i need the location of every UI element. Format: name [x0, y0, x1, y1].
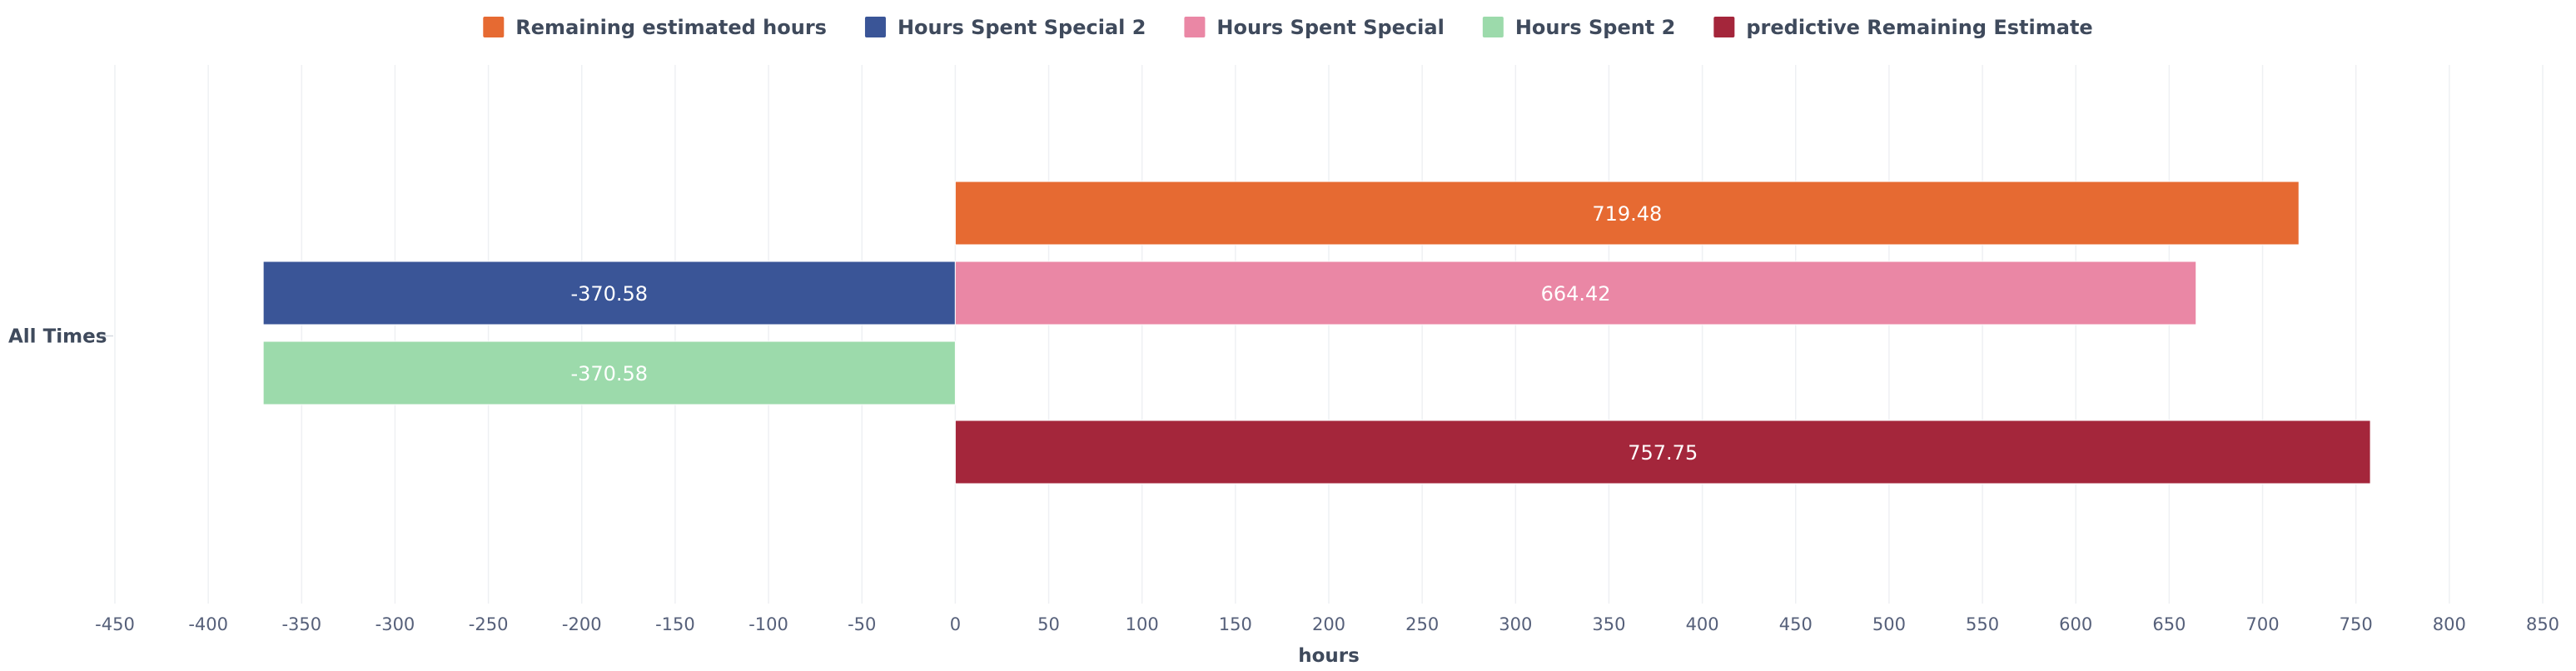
- x-tick-label: -450: [95, 614, 135, 634]
- legend: Remaining estimated hours Hours Spent Spe…: [483, 16, 2093, 39]
- x-tick-label: 500: [1872, 614, 1906, 634]
- x-tick-label: 850: [2526, 614, 2559, 634]
- legend-item[interactable]: Hours Spent 2: [1482, 16, 1676, 39]
- legend-item[interactable]: Hours Spent Special: [1184, 16, 1445, 39]
- x-tick-label: 200: [1312, 614, 1345, 634]
- x-tick-label: 400: [1686, 614, 1719, 634]
- legend-item[interactable]: Remaining estimated hours: [483, 16, 827, 39]
- x-tick-label: -300: [375, 614, 415, 634]
- legend-label: Hours Spent Special 2: [898, 16, 1146, 39]
- x-tick-label: 150: [1219, 614, 1252, 634]
- bar-value-label: 664.42: [1541, 282, 1611, 306]
- x-tick-label: 750: [2340, 614, 2373, 634]
- bar[interactable]: [262, 340, 956, 405]
- legend-swatch: [864, 17, 886, 37]
- x-tick-label: 0: [950, 614, 961, 634]
- x-tick-label: -200: [562, 614, 602, 634]
- x-tick-label: -350: [281, 614, 321, 634]
- bar[interactable]: [954, 181, 2300, 246]
- legend-label: Hours Spent Special: [1216, 16, 1444, 39]
- x-tick-label: 600: [2059, 614, 2092, 634]
- x-tick-label: 50: [1037, 614, 1060, 634]
- legend-label: predictive Remaining Estimate: [1746, 16, 2092, 39]
- legend-item[interactable]: Hours Spent Special 2: [864, 16, 1146, 39]
- y-axis-categories: All Times: [8, 326, 113, 348]
- legend-item[interactable]: predictive Remaining Estimate: [1713, 16, 2093, 39]
- legend-swatch: [1482, 17, 1504, 37]
- x-tick-label: 700: [2245, 614, 2279, 634]
- x-axis-ticks: -450 -400 -350 -300 -250 -200 -150 -100 -50 0 50 10…: [95, 614, 2559, 634]
- legend-swatch: [483, 17, 505, 37]
- x-tick-label: 650: [2152, 614, 2186, 634]
- bar-value-label: 719.48: [1592, 202, 1662, 226]
- x-tick-label: 450: [1779, 614, 1813, 634]
- x-tick-label: 550: [1966, 614, 1999, 634]
- x-tick-label: 800: [2433, 614, 2466, 634]
- x-axis-title: hours: [1298, 645, 1360, 667]
- x-tick-label: -100: [748, 614, 788, 634]
- x-tick-label: 100: [1126, 614, 1159, 634]
- legend-label: Hours Spent 2: [1515, 16, 1676, 39]
- bar-value-label: 757.75: [1628, 441, 1698, 465]
- x-tick-label: -400: [188, 614, 228, 634]
- legend-label: Remaining estimated hours: [515, 16, 827, 39]
- x-tick-label: -50: [848, 614, 876, 634]
- bar-value-label: -370.58: [570, 282, 648, 306]
- grid-lines: [114, 65, 2544, 604]
- bar[interactable]: [954, 261, 2197, 326]
- legend-swatch: [1184, 17, 1206, 37]
- category-label: All Times: [8, 326, 107, 348]
- x-tick-label: 250: [1405, 614, 1439, 634]
- legend-swatch: [1713, 17, 1735, 37]
- bar-labels: 719.48 -370.58 664.42 -370.58 757.75: [570, 202, 1698, 465]
- x-tick-label: -250: [469, 614, 509, 634]
- x-tick-label: 300: [1499, 614, 1532, 634]
- x-tick-label: -150: [655, 614, 695, 634]
- bar[interactable]: [954, 420, 2371, 485]
- bar-value-label: -370.58: [570, 362, 648, 385]
- bar[interactable]: [262, 261, 956, 326]
- bars: [262, 181, 2371, 485]
- x-tick-label: 350: [1592, 614, 1625, 634]
